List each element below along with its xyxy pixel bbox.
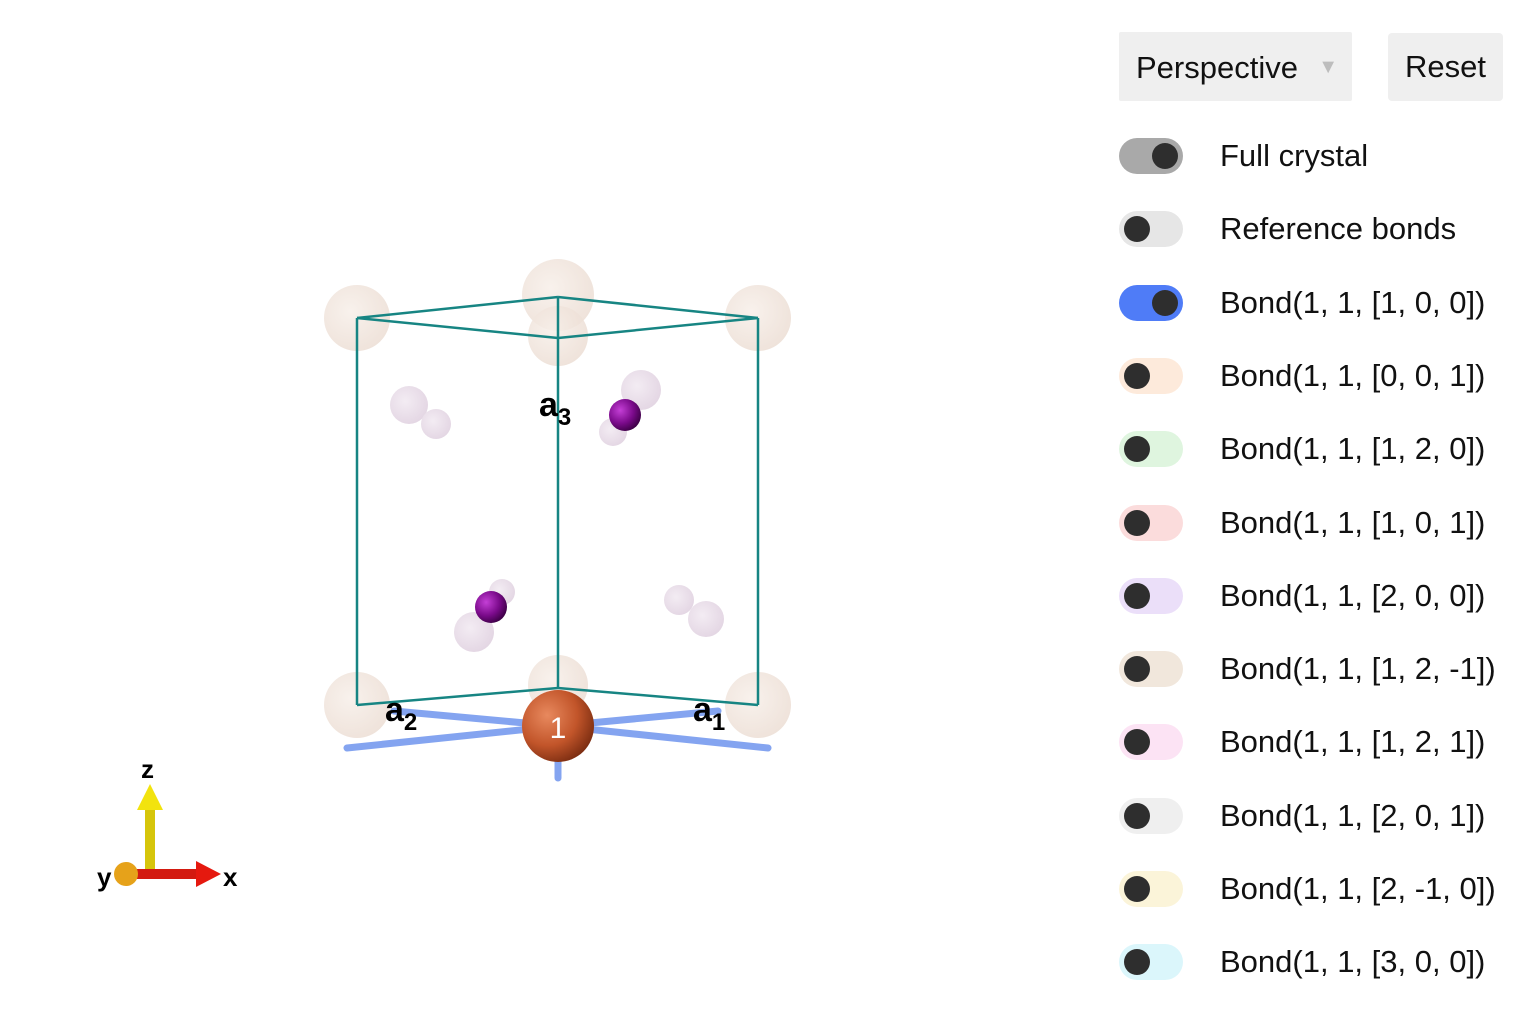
toggle-knob — [1124, 803, 1150, 829]
toggle-switch[interactable] — [1119, 211, 1183, 247]
toggle-row[interactable]: Reference bonds — [1119, 211, 1519, 249]
toggle-knob — [1124, 216, 1150, 242]
projection-dropdown[interactable]: Perspective ▼ — [1119, 32, 1352, 101]
toggle-knob — [1124, 583, 1150, 609]
toggle-knob — [1124, 729, 1150, 755]
z-axis-arrowhead — [137, 784, 163, 810]
toggle-switch[interactable] — [1119, 431, 1183, 467]
toggle-row[interactable]: Bond(1, 1, [2, 0, 1]) — [1119, 798, 1519, 836]
x-axis-arrowhead — [196, 861, 221, 887]
toggle-label: Bond(1, 1, [2, 0, 1]) — [1220, 798, 1486, 833]
ghost-atom-sphere — [421, 409, 451, 439]
x-axis-shaft — [130, 869, 200, 879]
toggle-label: Reference bonds — [1220, 211, 1457, 246]
y-axis-tip — [114, 862, 138, 886]
toggle-knob — [1124, 876, 1150, 902]
z-axis-shaft — [145, 805, 155, 875]
toggle-label: Full crystal — [1220, 138, 1369, 173]
atom-sphere[interactable] — [609, 399, 641, 431]
toggle-row[interactable]: Bond(1, 1, [1, 2, 0]) — [1119, 431, 1519, 469]
toggle-switch[interactable] — [1119, 578, 1183, 614]
toggle-switch[interactable] — [1119, 944, 1183, 980]
reset-button[interactable]: Reset — [1388, 33, 1503, 101]
ghost-atom-sphere — [664, 585, 694, 615]
lattice-label-a3: a3 — [539, 386, 571, 431]
axis-label-x: x — [223, 862, 238, 892]
toggle-label: Bond(1, 1, [0, 0, 1]) — [1220, 358, 1486, 393]
toggle-label: Bond(1, 1, [1, 0, 1]) — [1220, 505, 1486, 540]
lattice-label-a2: a2 — [385, 691, 417, 736]
toggle-label: Bond(1, 1, [3, 0, 0]) — [1220, 944, 1486, 979]
toggle-row[interactable]: Bond(1, 1, [1, 0, 0]) — [1119, 285, 1519, 323]
toggle-knob — [1124, 949, 1150, 975]
toggle-row[interactable]: Full crystal — [1119, 138, 1519, 176]
axes-gizmo: z x y — [97, 754, 238, 892]
projection-value: Perspective — [1136, 50, 1298, 85]
atom-sphere[interactable] — [475, 591, 507, 623]
site-label: 1 — [550, 712, 567, 745]
toggle-row[interactable]: Bond(1, 1, [1, 2, 1]) — [1119, 724, 1519, 762]
toggle-switch[interactable] — [1119, 724, 1183, 760]
toggle-knob — [1124, 363, 1150, 389]
toggle-switch[interactable] — [1119, 651, 1183, 687]
toggle-switch[interactable] — [1119, 871, 1183, 907]
toggle-label: Bond(1, 1, [1, 2, 1]) — [1220, 724, 1486, 759]
toggle-row[interactable]: Bond(1, 1, [0, 0, 1]) — [1119, 358, 1519, 396]
toggle-row[interactable]: Bond(1, 1, [1, 0, 1]) — [1119, 505, 1519, 543]
toggle-row[interactable]: Bond(1, 1, [2, -1, 0]) — [1119, 871, 1519, 909]
axis-label-y: y — [97, 862, 112, 892]
toggle-switch[interactable] — [1119, 798, 1183, 834]
ghost-atom-sphere — [454, 612, 494, 652]
toggle-label: Bond(1, 1, [1, 0, 0]) — [1220, 285, 1486, 320]
toggle-label: Bond(1, 1, [1, 2, 0]) — [1220, 431, 1486, 466]
toggle-knob — [1124, 656, 1150, 682]
top-controls: Perspective ▼ Reset — [1119, 32, 1519, 102]
toggle-knob — [1124, 510, 1150, 536]
toggle-row[interactable]: Bond(1, 1, [1, 2, -1]) — [1119, 651, 1519, 689]
ghost-atom-sphere — [688, 601, 724, 637]
toggle-switch[interactable] — [1119, 358, 1183, 394]
lattice-label-a1: a1 — [693, 691, 725, 736]
toggle-label: Bond(1, 1, [2, -1, 0]) — [1220, 871, 1496, 906]
site-sphere[interactable] — [522, 690, 594, 762]
toggle-switch[interactable] — [1119, 285, 1183, 321]
toggle-knob — [1152, 290, 1178, 316]
toggle-switch[interactable] — [1119, 138, 1183, 174]
toggle-label: Bond(1, 1, [2, 0, 0]) — [1220, 578, 1486, 613]
toggle-row[interactable]: Bond(1, 1, [2, 0, 0]) — [1119, 578, 1519, 616]
toggle-label: Bond(1, 1, [1, 2, -1]) — [1220, 651, 1496, 686]
toggle-knob — [1152, 143, 1178, 169]
ghost-atom-sphere — [390, 386, 428, 424]
ghost-atom-sphere — [621, 370, 661, 410]
toggle-switch[interactable] — [1119, 505, 1183, 541]
axis-label-z: z — [141, 754, 154, 784]
toggle-row[interactable]: Bond(1, 1, [3, 0, 0]) — [1119, 944, 1519, 982]
control-panel: Perspective ▼ Reset Full crystal Referenc… — [1119, 32, 1519, 980]
toggle-knob — [1124, 436, 1150, 462]
chevron-down-icon: ▼ — [1318, 56, 1338, 78]
unit-cell — [355, 295, 760, 707]
crystal-viewer[interactable]: 1 a3 a2 a1 z x y — [0, 0, 1100, 1024]
